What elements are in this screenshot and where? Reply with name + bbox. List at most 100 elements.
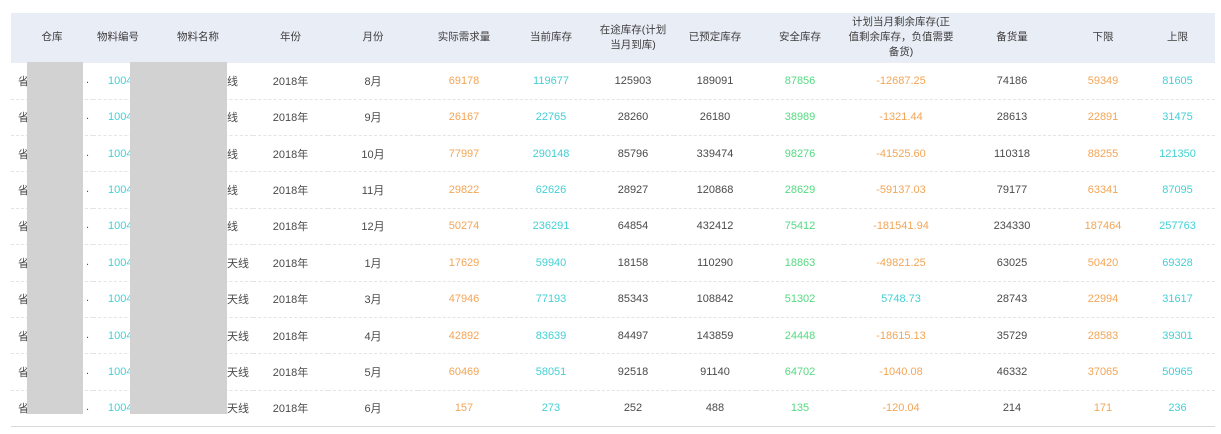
cell-upper-limit: 121350 [1140, 135, 1215, 173]
cell-upper-limit: 236 [1140, 390, 1215, 428]
cell-current-stock: 22765 [510, 99, 592, 136]
cell-restock-qty: 35729 [958, 317, 1066, 355]
cell-year: 2018年 [253, 390, 328, 428]
cell-upper-limit: 39301 [1140, 317, 1215, 355]
cell-actual-demand: 17629 [418, 244, 510, 282]
header-demand: 实际需求量 [437, 31, 491, 44]
cell-actual-demand: 157 [418, 390, 510, 428]
cell-actual-demand: 69178 [418, 62, 510, 100]
warehouse-suffix-text: . [85, 73, 89, 86]
cell-remaining-stock: -18615.13 [844, 317, 958, 355]
cell-transit-stock: 92518 [592, 353, 674, 391]
cell-reserved-stock: 432412 [674, 208, 756, 246]
warehouse-partial-text: 省 [18, 257, 29, 270]
header-lower: 下限 [1092, 31, 1114, 44]
cell-month: 3月 [328, 281, 418, 318]
header-name: 物料名称 [177, 31, 219, 44]
header-safety: 安全库存 [779, 31, 821, 44]
cell-month: 11月 [328, 171, 418, 209]
cell-lower-limit: 22994 [1066, 281, 1140, 318]
header-reserved: 已预定库存 [688, 31, 742, 44]
header-month: 月份 [362, 31, 384, 44]
cell-remaining-stock: -1321.44 [844, 99, 958, 136]
table-row: 省 . 1004 天线 2018年 6月 157 273 252 488 135… [11, 390, 1215, 428]
cell-remaining-stock: -41525.60 [844, 135, 958, 173]
warehouse-suffix-text: . [85, 183, 89, 196]
redaction-box-material [130, 62, 227, 414]
cell-remaining-stock: -181541.94 [844, 208, 958, 246]
cell-restock-qty: 234330 [958, 208, 1066, 246]
cell-month: 5月 [328, 353, 418, 391]
cell-remaining-stock: 5748.73 [844, 281, 958, 318]
cell-upper-limit: 257763 [1140, 208, 1215, 246]
header-code: 物料编号 [97, 31, 139, 44]
header-restock: 备货量 [996, 31, 1028, 44]
warehouse-suffix-text: . [85, 146, 89, 159]
cell-actual-demand: 50274 [418, 208, 510, 246]
warehouse-suffix-text: . [85, 255, 89, 268]
cell-lower-limit: 187464 [1066, 208, 1140, 246]
warehouse-suffix-text: . [85, 292, 89, 305]
cell-current-stock: 83639 [510, 317, 592, 355]
warehouse-suffix-text: . [85, 365, 89, 378]
cell-remaining-stock: -120.04 [844, 390, 958, 428]
cell-upper-limit: 81605 [1140, 62, 1215, 100]
cell-month: 9月 [328, 99, 418, 136]
cell-lower-limit: 88255 [1066, 135, 1140, 173]
warehouse-partial-text: 省 [18, 294, 29, 307]
cell-reserved-stock: 189091 [674, 62, 756, 100]
cell-reserved-stock: 120868 [674, 171, 756, 209]
warehouse-suffix-text: . [85, 219, 89, 232]
cell-upper-limit: 69328 [1140, 244, 1215, 282]
cell-lower-limit: 59349 [1066, 62, 1140, 100]
table-row: 省 . 1004 天线 2018年 3月 47946 77193 85343 1… [11, 281, 1215, 318]
cell-actual-demand: 77997 [418, 135, 510, 173]
cell-safety-stock: 18863 [756, 244, 844, 282]
cell-year: 2018年 [253, 281, 328, 318]
cell-actual-demand: 29822 [418, 171, 510, 209]
cell-safety-stock: 51302 [756, 281, 844, 318]
warehouse-partial-text: 省 [18, 403, 29, 416]
cell-current-stock: 119677 [510, 62, 592, 100]
cell-month: 12月 [328, 208, 418, 246]
cell-year: 2018年 [253, 244, 328, 282]
header-transit: 在途库存(计划当月到库) [599, 23, 667, 51]
cell-restock-qty: 28743 [958, 281, 1066, 318]
cell-safety-stock: 135 [756, 390, 844, 428]
cell-transit-stock: 84497 [592, 317, 674, 355]
cell-month: 8月 [328, 62, 418, 100]
cell-safety-stock: 28629 [756, 171, 844, 209]
table-header-row: 仓库 物料编号 物料名称 年份 月份 实际需求量 当前库存 在途库存(计划当月到… [11, 13, 1215, 63]
cell-current-stock: 290148 [510, 135, 592, 173]
cell-transit-stock: 252 [592, 390, 674, 428]
cell-reserved-stock: 108842 [674, 281, 756, 318]
cell-upper-limit: 50965 [1140, 353, 1215, 391]
cell-reserved-stock: 143859 [674, 317, 756, 355]
cell-current-stock: 236291 [510, 208, 592, 246]
cell-lower-limit: 28583 [1066, 317, 1140, 355]
cell-current-stock: 62626 [510, 171, 592, 209]
cell-safety-stock: 24448 [756, 317, 844, 355]
cell-safety-stock: 38989 [756, 99, 844, 136]
cell-restock-qty: 46332 [958, 353, 1066, 391]
warehouse-partial-text: 省 [18, 185, 29, 198]
table-row: 省 . 1004 天线 2018年 4月 42892 83639 84497 1… [11, 317, 1215, 355]
cell-transit-stock: 125903 [592, 62, 674, 100]
cell-remaining-stock: -59137.03 [844, 171, 958, 209]
cell-lower-limit: 22891 [1066, 99, 1140, 136]
warehouse-partial-text: 省 [18, 330, 29, 343]
cell-actual-demand: 42892 [418, 317, 510, 355]
cell-year: 2018年 [253, 62, 328, 100]
cell-upper-limit: 87095 [1140, 171, 1215, 209]
header-warehouse: 仓库 [41, 31, 63, 44]
warehouse-partial-text: 省 [18, 221, 29, 234]
cell-year: 2018年 [253, 171, 328, 209]
header-current: 当前库存 [530, 31, 572, 44]
redaction-box-warehouse [27, 62, 83, 414]
cell-year: 2018年 [253, 208, 328, 246]
cell-lower-limit: 37065 [1066, 353, 1140, 391]
cell-month: 4月 [328, 317, 418, 355]
table-row: 省 . 1004 线 2018年 11月 29822 62626 28927 1… [11, 171, 1215, 209]
warehouse-partial-text: 省 [18, 148, 29, 161]
